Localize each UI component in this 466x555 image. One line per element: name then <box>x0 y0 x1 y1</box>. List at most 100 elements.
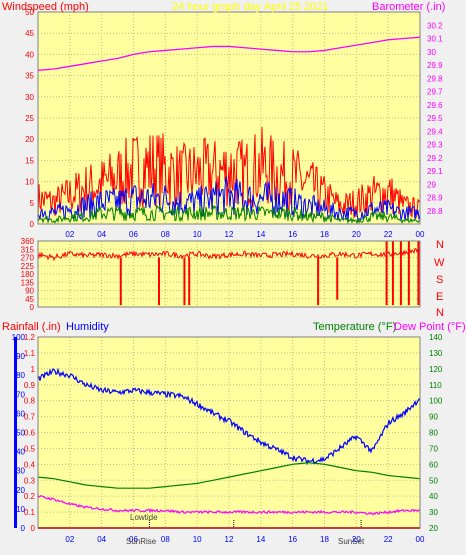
x-tick-p3: 10 <box>193 535 202 544</box>
frame-p3 <box>37 336 421 529</box>
y-tick-temperature: 70 <box>429 444 438 453</box>
y-tick-direction: 270 <box>21 254 35 263</box>
y2-tick-barometer: 29.6 <box>427 101 443 110</box>
y-tick-wind: 10 <box>25 178 34 187</box>
y-tick-rain: 0.2 <box>24 492 36 501</box>
y-tick-temperature: 100 <box>429 397 443 406</box>
y2-tick-barometer: 30.2 <box>427 21 443 30</box>
y-tick-rain: 0.8 <box>24 397 36 406</box>
y-tick-temperature: 90 <box>429 413 438 422</box>
y-tick-temperature: 110 <box>429 381 442 390</box>
y-tick-wind: 40 <box>25 50 34 59</box>
x-tick-p1: 10 <box>193 230 202 239</box>
x-tick-p1: 20 <box>352 230 361 239</box>
y-tick-temperature: 60 <box>429 460 438 469</box>
chart3-y4label: Dew Point (°F) <box>394 321 466 333</box>
x-tick-p1: 06 <box>129 230 138 239</box>
y2-tick-barometer: 29.4 <box>427 127 443 136</box>
x-tick-p3: 18 <box>320 535 329 544</box>
wind-series-1 <box>37 176 421 223</box>
y-tick-rain: 1.1 <box>24 349 36 358</box>
y-tick-direction: 225 <box>21 262 35 271</box>
y-tick-humidity: 50 <box>16 429 25 438</box>
y-tick-temperature: 80 <box>429 429 438 438</box>
y-tick-rain: 1.2 <box>24 333 36 342</box>
chart1-ylabel: Windspeed (mph) <box>2 1 89 13</box>
y-tick-direction: 45 <box>25 295 34 304</box>
chart1-y2label: Barometer (.in) <box>372 1 445 13</box>
y-tick-rain: 1 <box>31 365 36 374</box>
y-tick-wind: 35 <box>25 72 34 81</box>
y2-tick-barometer: 29.3 <box>427 141 443 150</box>
y-tick-rain: 0 <box>31 524 36 533</box>
annotation-sunrise: SunRise <box>126 537 157 546</box>
compass-n-top: N <box>436 239 444 251</box>
y2-tick-barometer: 29 <box>427 180 436 189</box>
x-tick-p3: 22 <box>384 535 393 544</box>
y-tick-humidity: 30 <box>16 467 25 476</box>
y-tick-humidity: 60 <box>16 409 25 418</box>
x-tick-p3: 06 <box>129 535 138 544</box>
y-tick-humidity: 100 <box>12 333 26 342</box>
chart1-title: 24 hour graph day April 25 2021 <box>172 1 329 13</box>
y-tick-humidity: 10 <box>16 505 25 514</box>
x-tick-p1: 02 <box>65 230 74 239</box>
wind-direction-line <box>37 247 421 262</box>
annotation-lowtide: Lowtide <box>130 513 158 522</box>
x-tick-p1: 14 <box>256 230 265 239</box>
x-tick-p1: 18 <box>320 230 329 239</box>
y-tick-wind: 30 <box>25 93 34 102</box>
y-tick-temperature: 40 <box>429 492 438 501</box>
y-tick-wind: 45 <box>25 29 34 38</box>
compass-w: W <box>434 257 445 269</box>
temperature-line-2 <box>37 494 421 516</box>
y2-tick-barometer: 29.9 <box>427 61 443 70</box>
y-tick-temperature: 30 <box>429 508 438 517</box>
y-tick-temperature: 120 <box>429 365 443 374</box>
x-tick-p3: 02 <box>65 535 74 544</box>
y-tick-wind: 25 <box>25 114 34 123</box>
frame-p1 <box>37 11 421 225</box>
y-tick-direction: 0 <box>30 303 35 312</box>
x-tick-p1: 16 <box>288 230 297 239</box>
y-tick-humidity: 90 <box>16 352 25 361</box>
compass-n-bottom: N <box>436 307 444 319</box>
x-tick-p3: 04 <box>97 535 106 544</box>
x-tick-p3: 14 <box>256 535 265 544</box>
wind-series-0 <box>37 126 421 219</box>
x-tick-p3: 12 <box>225 535 234 544</box>
y-tick-wind: 50 <box>25 8 34 17</box>
wind-series-2 <box>37 204 421 225</box>
humidity-axis-bar <box>14 337 17 528</box>
y2-tick-barometer: 29.1 <box>427 167 443 176</box>
x-tick-p3: 20 <box>352 535 361 544</box>
y-tick-humidity: 70 <box>16 390 25 399</box>
y-tick-wind: 15 <box>25 156 34 165</box>
x-tick-p1: 00 <box>416 230 425 239</box>
y2-tick-barometer: 30 <box>427 48 436 57</box>
chart3-ylabel: Rainfall (.in) <box>2 321 61 333</box>
y-tick-humidity: 0 <box>21 524 26 533</box>
y-tick-direction: 135 <box>21 278 35 287</box>
annotation-sunset: SunSet <box>338 537 365 546</box>
y-tick-temperature: 20 <box>429 524 438 533</box>
x-tick-p1: 08 <box>161 230 170 239</box>
y-tick-wind: 5 <box>30 199 35 208</box>
y-tick-direction: 180 <box>21 270 35 279</box>
y-tick-direction: 90 <box>25 287 34 296</box>
y-tick-rain: 0.6 <box>24 429 36 438</box>
y-tick-rain: 0.9 <box>24 381 36 390</box>
chart3-y3label: Temperature (°F) <box>313 321 396 333</box>
y2-tick-barometer: 29.8 <box>427 74 443 83</box>
compass-e: E <box>436 291 443 303</box>
y2-tick-barometer: 29.2 <box>427 154 443 163</box>
temperature-line-1 <box>37 462 421 489</box>
y-tick-rain: 0.7 <box>24 413 36 422</box>
y2-tick-barometer: 29.7 <box>427 88 443 97</box>
chart3-y2label: Humidity <box>66 321 109 333</box>
y-tick-direction: 360 <box>21 237 35 246</box>
y2-tick-barometer: 28.8 <box>427 207 443 216</box>
humidity-line-0 <box>37 367 421 466</box>
